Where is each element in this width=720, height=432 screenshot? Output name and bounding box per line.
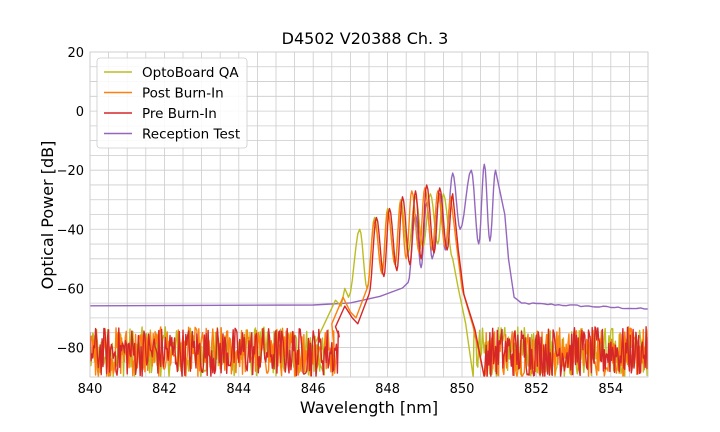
x-tick-label: 850 <box>450 382 475 397</box>
x-tick-label: 842 <box>152 382 177 397</box>
legend-box <box>96 57 248 149</box>
x-tick-label: 852 <box>524 382 549 397</box>
legend-items: OptoBoard QA Post Burn-In Pre Burn-In Recep… <box>104 65 240 143</box>
series-line-pre-burn-in <box>90 184 648 377</box>
y-tick-label: −60 <box>57 282 84 297</box>
y-tick-label: −20 <box>57 164 84 179</box>
legend-label: Pre Burn-In <box>142 106 217 122</box>
y-tick-label: 0 <box>76 105 84 120</box>
chart-title: D4502 V20388 Ch. 3 <box>282 29 449 48</box>
x-tick-label: 848 <box>375 382 400 397</box>
legend: OptoBoard QA Post Burn-In Pre Burn-In Recep… <box>96 57 248 149</box>
y-tick-label: 20 <box>67 46 84 61</box>
series-line-post-burn-in <box>90 187 648 377</box>
y-tick-label: −40 <box>57 223 84 238</box>
legend-label: OptoBoard QA <box>142 65 239 81</box>
y-axis-label: Optical Power [dB] <box>38 141 57 290</box>
x-tick-label: 844 <box>226 382 251 397</box>
y-tick-labels: −80 −60 −40 −20 0 20 <box>57 46 84 356</box>
plot-frame <box>89 51 649 378</box>
x-tick-label: 854 <box>598 382 623 397</box>
x-tick-label: 846 <box>301 382 326 397</box>
x-axis-label: Wavelength [nm] <box>300 398 438 417</box>
series-layer <box>90 163 648 377</box>
series-line-reception-test <box>90 163 648 310</box>
y-tick-label: −80 <box>57 341 84 356</box>
x-tick-labels: 840 842 844 846 848 850 852 854 <box>78 382 624 397</box>
legend-label: Reception Test <box>142 127 240 143</box>
legend-label: Post Burn-In <box>142 86 224 102</box>
x-tick-label: 840 <box>78 382 103 397</box>
